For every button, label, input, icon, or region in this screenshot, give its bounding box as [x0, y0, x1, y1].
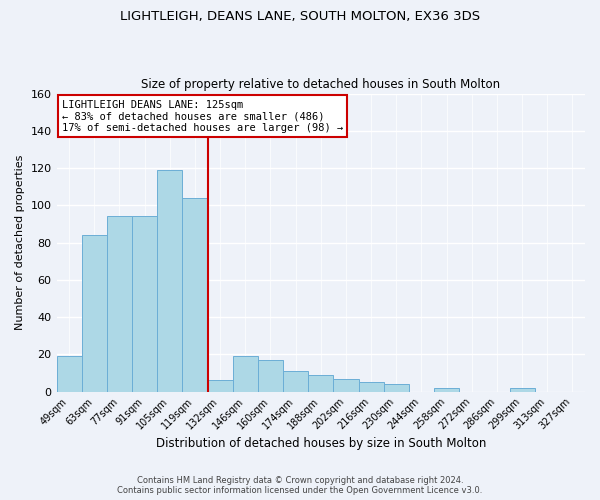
Bar [258, 360, 283, 392]
Title: Size of property relative to detached houses in South Molton: Size of property relative to detached ho… [141, 78, 500, 91]
Y-axis label: Number of detached properties: Number of detached properties [15, 155, 25, 330]
Bar [208, 380, 233, 392]
X-axis label: Distribution of detached houses by size in South Molton: Distribution of detached houses by size … [155, 437, 486, 450]
Bar [283, 371, 308, 392]
Bar [334, 378, 359, 392]
Bar [308, 375, 334, 392]
Text: LIGHTLEIGH DEANS LANE: 125sqm
← 83% of detached houses are smaller (486)
17% of : LIGHTLEIGH DEANS LANE: 125sqm ← 83% of d… [62, 100, 343, 132]
Bar [509, 388, 535, 392]
Bar [56, 356, 82, 392]
Bar [82, 235, 107, 392]
Text: Contains HM Land Registry data © Crown copyright and database right 2024.
Contai: Contains HM Land Registry data © Crown c… [118, 476, 482, 495]
Bar [132, 216, 157, 392]
Bar [383, 384, 409, 392]
Text: LIGHTLEIGH, DEANS LANE, SOUTH MOLTON, EX36 3DS: LIGHTLEIGH, DEANS LANE, SOUTH MOLTON, EX… [120, 10, 480, 23]
Bar [434, 388, 459, 392]
Bar [233, 356, 258, 392]
Bar [182, 198, 208, 392]
Bar [359, 382, 383, 392]
Bar [107, 216, 132, 392]
Bar [157, 170, 182, 392]
